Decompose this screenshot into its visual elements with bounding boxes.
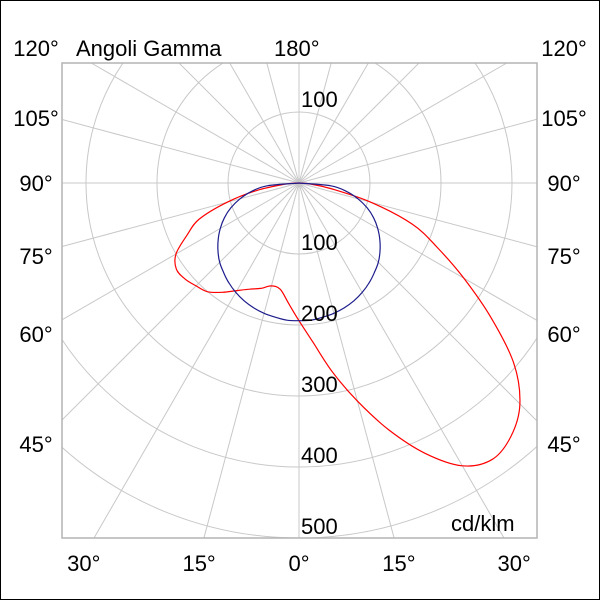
left-angle-label: 105°	[13, 106, 59, 131]
chart-title: Angoli Gamma	[76, 36, 222, 61]
grid-ray	[298, 182, 537, 321]
grid-ray	[298, 63, 508, 184]
series-curve-1	[174, 182, 521, 467]
grid-ray	[90, 63, 300, 184]
grid-ray	[62, 182, 300, 321]
grid-ray	[62, 119, 300, 184]
grid-ray	[298, 182, 537, 422]
right-angle-label: 60°	[547, 322, 580, 347]
bottom-angle-label: 15°	[182, 551, 215, 576]
left-angle-label: 120°	[13, 36, 59, 61]
radial-tick-label: 100	[301, 230, 338, 255]
grid-ray	[266, 63, 300, 184]
grid-ray	[178, 63, 300, 184]
unit-label: cd/klm	[451, 511, 515, 536]
grid-ray	[62, 182, 300, 247]
grid-ray	[298, 63, 332, 184]
bottom-angle-label: 30°	[498, 551, 531, 576]
right-angle-label: 45°	[547, 432, 580, 457]
grid-ray	[229, 63, 300, 184]
left-angle-label: 90°	[19, 171, 52, 196]
bottom-angle-label: 30°	[67, 551, 100, 576]
upper-radial-label: 100	[301, 87, 338, 112]
grid-ray	[298, 63, 420, 184]
left-angle-label: 45°	[19, 432, 52, 457]
grid-ray	[93, 182, 300, 538]
grid-ray	[298, 182, 505, 538]
grid-ray	[62, 182, 300, 421]
grid-ray	[203, 182, 300, 538]
radial-tick-label: 400	[301, 443, 338, 468]
curves	[174, 182, 521, 467]
bottom-angle-label: 0°	[288, 551, 309, 576]
right-angle-label: 105°	[541, 106, 587, 131]
right-angle-label: 90°	[547, 171, 580, 196]
grid-circle	[62, 445, 537, 538]
grid-ray	[298, 182, 537, 248]
left-angle-label: 75°	[19, 244, 52, 269]
radial-tick-label: 300	[301, 372, 338, 397]
left-angle-label: 60°	[19, 322, 52, 347]
labels: Angoli Gamma 180° cd/klm 100 120° 120° 105…	[13, 36, 587, 576]
grid-ray	[298, 63, 369, 184]
series-curve-2	[217, 182, 381, 322]
polar-grid	[62, 63, 537, 538]
grid-ray	[298, 182, 395, 538]
bottom-angle-label: 15°	[382, 551, 415, 576]
right-angle-label: 120°	[541, 36, 587, 61]
radial-tick-label: 500	[301, 514, 338, 539]
grid-ray	[298, 118, 537, 184]
plot-area-border	[61, 62, 538, 539]
radial-tick-label: 200	[301, 301, 338, 326]
right-angle-label: 75°	[547, 244, 580, 269]
top-angle-label: 180°	[274, 36, 320, 61]
